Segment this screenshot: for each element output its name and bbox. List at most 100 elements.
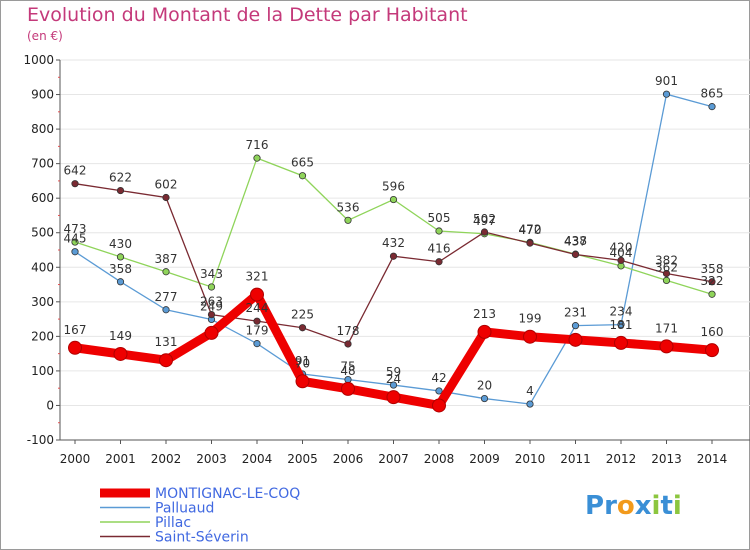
chart-title: Evolution du Montant de la Dette par Hab… — [27, 4, 468, 26]
x-tick-label: 2013 — [651, 452, 682, 466]
unit-label: (en €) — [27, 29, 63, 43]
proxiti-logo: Proxiti — [585, 491, 682, 521]
data-label-palluaud: 865 — [701, 87, 724, 101]
x-tick-label: 2007 — [378, 452, 409, 466]
data-label-palluaud: 91 — [295, 354, 310, 368]
data-label-palluaud: 179 — [246, 324, 269, 338]
logo-letter: x — [634, 491, 652, 521]
y-tick-label: 100 — [31, 364, 54, 378]
data-label-palluaud: 42 — [431, 371, 446, 385]
point-palluaud — [435, 387, 443, 395]
data-label-palluaud: 4 — [526, 384, 534, 398]
y-tick-label: 400 — [31, 260, 54, 274]
x-tick-label: 2014 — [697, 452, 728, 466]
point-palluaud — [662, 90, 671, 98]
x-tick-label: 2006 — [333, 452, 364, 466]
data-label-saint-s-verin: 642 — [64, 164, 87, 178]
point-montignac-le-coq — [204, 325, 219, 340]
point-palluaud — [571, 322, 580, 330]
data-label-saint-s-verin: 178 — [337, 324, 360, 338]
data-label-montignac-le-coq: 24 — [386, 372, 401, 386]
data-label-palluaud: 358 — [109, 262, 132, 276]
point-saint-s-verin — [389, 252, 398, 260]
point-palluaud — [116, 278, 125, 286]
point-pillac — [71, 238, 79, 246]
x-tick-label: 2012 — [606, 452, 637, 466]
data-label-saint-s-verin: 382 — [655, 253, 678, 267]
data-label-pillac: 473 — [64, 222, 87, 236]
x-tick-label: 2000 — [60, 452, 91, 466]
data-label-montignac-le-coq: 48 — [340, 364, 355, 378]
point-saint-s-verin — [662, 269, 671, 278]
point-palluaud — [617, 321, 625, 329]
point-saint-s-verin — [617, 256, 625, 264]
y-tick-label: 600 — [31, 191, 54, 205]
data-label-montignac-le-coq: 160 — [701, 325, 724, 339]
data-label-montignac-le-coq: 149 — [109, 329, 132, 343]
logo-letter: t — [660, 491, 673, 521]
point-montignac-le-coq — [386, 390, 401, 405]
data-label-palluaud: 20 — [477, 379, 492, 393]
data-label-pillac: 404 — [610, 246, 633, 260]
point-pillac — [298, 172, 307, 180]
y-tick-label: 1000 — [23, 53, 54, 67]
data-label-palluaud: 901 — [655, 74, 678, 88]
data-label-pillac: 362 — [655, 260, 678, 274]
point-palluaud — [480, 394, 489, 403]
point-montignac-le-coq — [705, 343, 719, 358]
point-saint-s-verin — [207, 310, 216, 319]
data-label-saint-s-verin: 622 — [109, 171, 132, 185]
data-label-pillac: 505 — [428, 211, 451, 225]
data-label-pillac: 596 — [382, 180, 405, 194]
data-label-montignac-le-coq: 213 — [473, 307, 496, 321]
y-tick-label: -100 — [27, 433, 54, 447]
y-tick-label: 500 — [31, 226, 54, 240]
point-pillac — [344, 216, 352, 224]
legend-label-pillac: Pillac — [155, 515, 191, 531]
data-label-pillac: 665 — [291, 156, 314, 170]
x-tick-label: 2004 — [242, 452, 273, 466]
data-label-saint-s-verin: 416 — [428, 242, 451, 256]
point-pillac — [662, 276, 671, 284]
data-label-palluaud: 75 — [340, 360, 355, 374]
point-montignac-le-coq — [295, 374, 310, 389]
y-tick-label: 700 — [31, 157, 54, 171]
data-label-montignac-le-coq: 131 — [155, 335, 178, 349]
point-saint-s-verin — [162, 193, 170, 202]
legend-label-saint-s-verin: Saint-Séverin — [155, 530, 249, 546]
point-montignac-le-coq — [68, 340, 82, 355]
y-tick-label: 200 — [31, 329, 54, 343]
point-montignac-le-coq — [477, 324, 492, 339]
data-label-palluaud: 277 — [155, 290, 178, 304]
data-label-pillac: 497 — [473, 214, 496, 228]
point-palluaud — [162, 306, 170, 314]
data-label-saint-s-verin: 432 — [382, 236, 405, 250]
data-label-saint-s-verin: 437 — [564, 234, 587, 248]
x-tick-label: 2002 — [151, 452, 182, 466]
logo-letter: i — [672, 491, 682, 521]
x-tick-label: 2008 — [424, 452, 455, 466]
point-montignac-le-coq — [614, 335, 628, 350]
data-label-pillac: 716 — [246, 138, 269, 152]
point-saint-s-verin — [71, 180, 79, 188]
point-palluaud — [71, 248, 79, 256]
point-saint-s-verin — [344, 340, 352, 348]
data-label-pillac: 472 — [519, 222, 542, 236]
point-montignac-le-coq — [568, 332, 583, 347]
point-saint-s-verin — [253, 317, 261, 325]
point-palluaud — [253, 340, 261, 348]
point-palluaud — [708, 103, 716, 111]
data-label-pillac: 343 — [200, 267, 223, 281]
point-saint-s-verin — [480, 228, 489, 236]
x-tick-label: 2001 — [105, 452, 136, 466]
data-label-palluaud: 249 — [200, 299, 223, 313]
data-label-saint-s-verin: 470 — [519, 223, 542, 237]
y-tick-label: 0 — [46, 398, 54, 412]
data-label-saint-s-verin: 225 — [291, 308, 314, 322]
data-label-montignac-le-coq: 199 — [519, 312, 542, 326]
logo-letter: o — [616, 491, 635, 521]
y-tick-label: 800 — [31, 122, 54, 136]
x-tick-label: 2011 — [560, 452, 591, 466]
point-pillac — [708, 290, 716, 298]
data-label-saint-s-verin: 602 — [155, 177, 178, 191]
